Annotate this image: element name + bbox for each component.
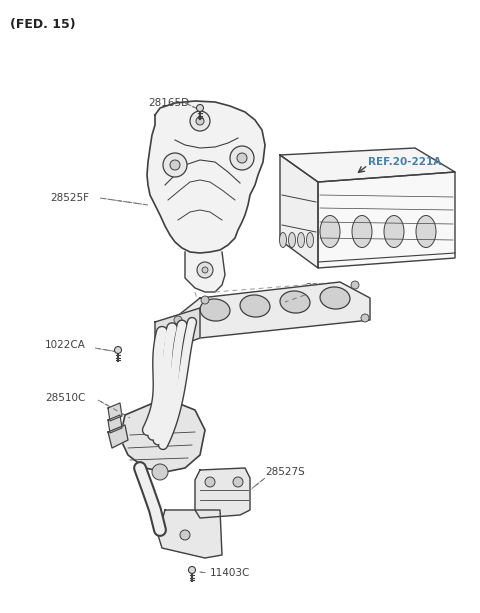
Polygon shape	[147, 101, 265, 253]
Polygon shape	[170, 282, 370, 338]
Polygon shape	[158, 510, 222, 558]
Ellipse shape	[352, 216, 372, 248]
Ellipse shape	[320, 216, 340, 248]
Text: 28510C: 28510C	[45, 393, 85, 403]
Text: (FED. 15): (FED. 15)	[10, 18, 76, 31]
Ellipse shape	[416, 216, 436, 248]
Ellipse shape	[298, 232, 304, 248]
Polygon shape	[108, 415, 122, 433]
Polygon shape	[280, 148, 455, 182]
Circle shape	[174, 316, 182, 324]
Polygon shape	[108, 425, 128, 448]
Ellipse shape	[307, 232, 313, 248]
Circle shape	[152, 464, 168, 480]
Circle shape	[237, 153, 247, 163]
Circle shape	[361, 314, 369, 322]
Polygon shape	[318, 172, 455, 268]
Ellipse shape	[200, 299, 230, 321]
Polygon shape	[195, 468, 250, 518]
Ellipse shape	[288, 232, 296, 248]
Ellipse shape	[240, 295, 270, 317]
Circle shape	[180, 530, 190, 540]
Text: REF.20-221A: REF.20-221A	[368, 157, 441, 167]
Circle shape	[190, 111, 210, 131]
Polygon shape	[108, 403, 122, 421]
Circle shape	[201, 296, 209, 304]
Text: 28525F: 28525F	[50, 193, 89, 203]
Circle shape	[205, 477, 215, 487]
Ellipse shape	[384, 216, 404, 248]
Circle shape	[170, 160, 180, 170]
Text: 11403C: 11403C	[210, 568, 251, 578]
Circle shape	[197, 262, 213, 278]
Text: 28521A: 28521A	[305, 283, 345, 293]
Circle shape	[163, 153, 187, 177]
Polygon shape	[155, 308, 200, 355]
Text: 28165D: 28165D	[148, 98, 189, 108]
Circle shape	[230, 146, 254, 170]
Polygon shape	[120, 398, 205, 472]
Circle shape	[233, 477, 243, 487]
Ellipse shape	[320, 287, 350, 309]
Polygon shape	[185, 252, 225, 292]
Circle shape	[115, 346, 121, 354]
Ellipse shape	[280, 291, 310, 313]
Circle shape	[202, 267, 208, 273]
Circle shape	[351, 281, 359, 289]
Ellipse shape	[279, 232, 287, 248]
Text: 1022CA: 1022CA	[45, 340, 86, 350]
Circle shape	[189, 566, 195, 574]
Text: 28527S: 28527S	[265, 467, 305, 477]
Polygon shape	[280, 155, 318, 268]
Circle shape	[196, 117, 204, 125]
Circle shape	[196, 104, 204, 112]
